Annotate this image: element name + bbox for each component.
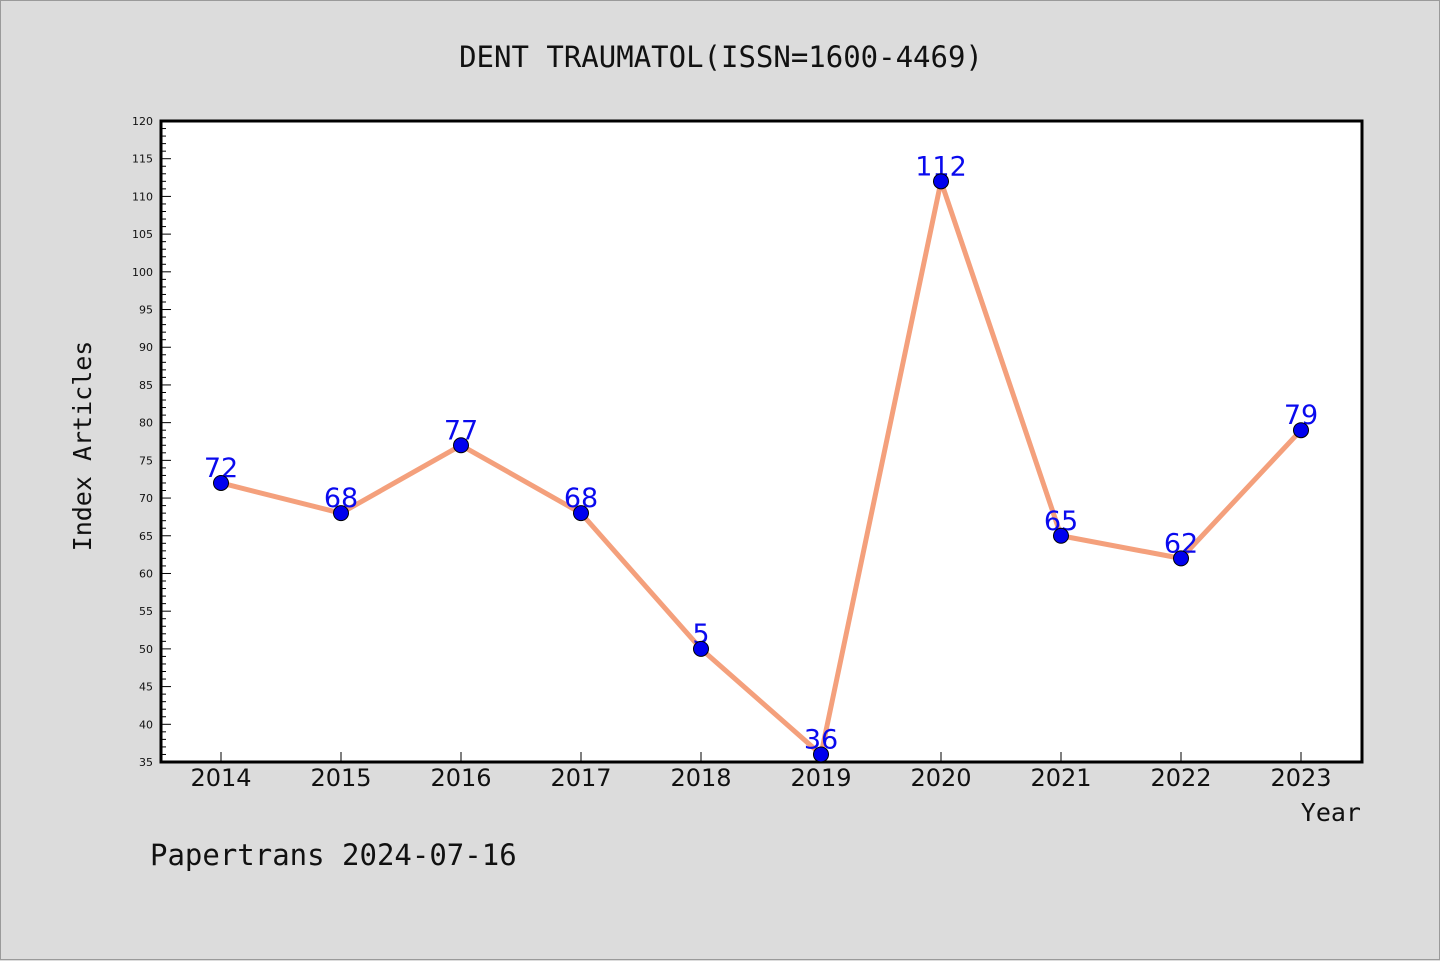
x-tick-label: 2014 bbox=[190, 764, 251, 792]
y-tick-label: 70 bbox=[139, 492, 153, 505]
y-tick-label: 40 bbox=[139, 718, 153, 731]
x-axis-ticks: 2014 2015 2016 2017 2018 2019 2020 2021 2022 2023 bbox=[190, 752, 1332, 792]
y-tick-label: 115 bbox=[132, 153, 153, 166]
y-tick-label: 105 bbox=[132, 228, 153, 241]
y-tick-label: 60 bbox=[139, 567, 153, 580]
chart-title: DENT TRAUMATOL(ISSN=1600-4469) bbox=[459, 40, 983, 74]
plot-area bbox=[159, 119, 1364, 764]
footer-credit: Papertrans 2024-07-16 bbox=[150, 838, 517, 872]
x-tick-label: 2023 bbox=[1270, 764, 1331, 792]
data-point bbox=[693, 640, 709, 657]
x-tick-label: 2016 bbox=[430, 764, 491, 792]
x-axis-label: Year bbox=[1301, 798, 1361, 827]
data-point bbox=[453, 437, 469, 454]
data-point bbox=[573, 505, 589, 522]
data-point bbox=[1173, 550, 1189, 567]
y-tick-label: 45 bbox=[139, 681, 153, 694]
y-tick-label: 85 bbox=[139, 379, 153, 392]
data-point bbox=[333, 505, 349, 522]
data-label: 5 bbox=[692, 619, 709, 650]
x-tick-label: 2019 bbox=[790, 764, 851, 792]
y-tick-label: 80 bbox=[139, 417, 153, 430]
x-tick-label: 2015 bbox=[310, 764, 371, 792]
y-axis-label: Index Articles bbox=[68, 341, 97, 552]
x-tick-label: 2022 bbox=[1150, 764, 1211, 792]
y-tick-label: 110 bbox=[132, 190, 153, 203]
y-tick-label: 65 bbox=[139, 530, 153, 543]
y-tick-label: 120 bbox=[132, 115, 153, 128]
x-tick-label: 2021 bbox=[1030, 764, 1091, 792]
data-point bbox=[1053, 527, 1069, 544]
data-point bbox=[933, 173, 949, 190]
y-tick-label: 75 bbox=[139, 454, 153, 467]
y-axis-ticks: 35 40 45 50 55 60 65 70 75 80 85 90 95 100 105 110 115 12… bbox=[132, 115, 171, 769]
x-tick-label: 2017 bbox=[550, 764, 611, 792]
series-line bbox=[218, 178, 1304, 757]
y-tick-label: 55 bbox=[139, 605, 153, 618]
data-point bbox=[813, 746, 829, 763]
y-tick-label: 100 bbox=[132, 266, 153, 279]
data-point bbox=[1293, 422, 1309, 439]
data-point bbox=[213, 474, 229, 491]
x-tick-label: 2018 bbox=[670, 764, 731, 792]
y-tick-label: 90 bbox=[139, 341, 153, 354]
x-tick-label: 2020 bbox=[910, 764, 971, 792]
y-tick-label: 95 bbox=[139, 304, 153, 317]
y-tick-label: 50 bbox=[139, 643, 153, 656]
y-tick-label: 35 bbox=[139, 756, 153, 769]
